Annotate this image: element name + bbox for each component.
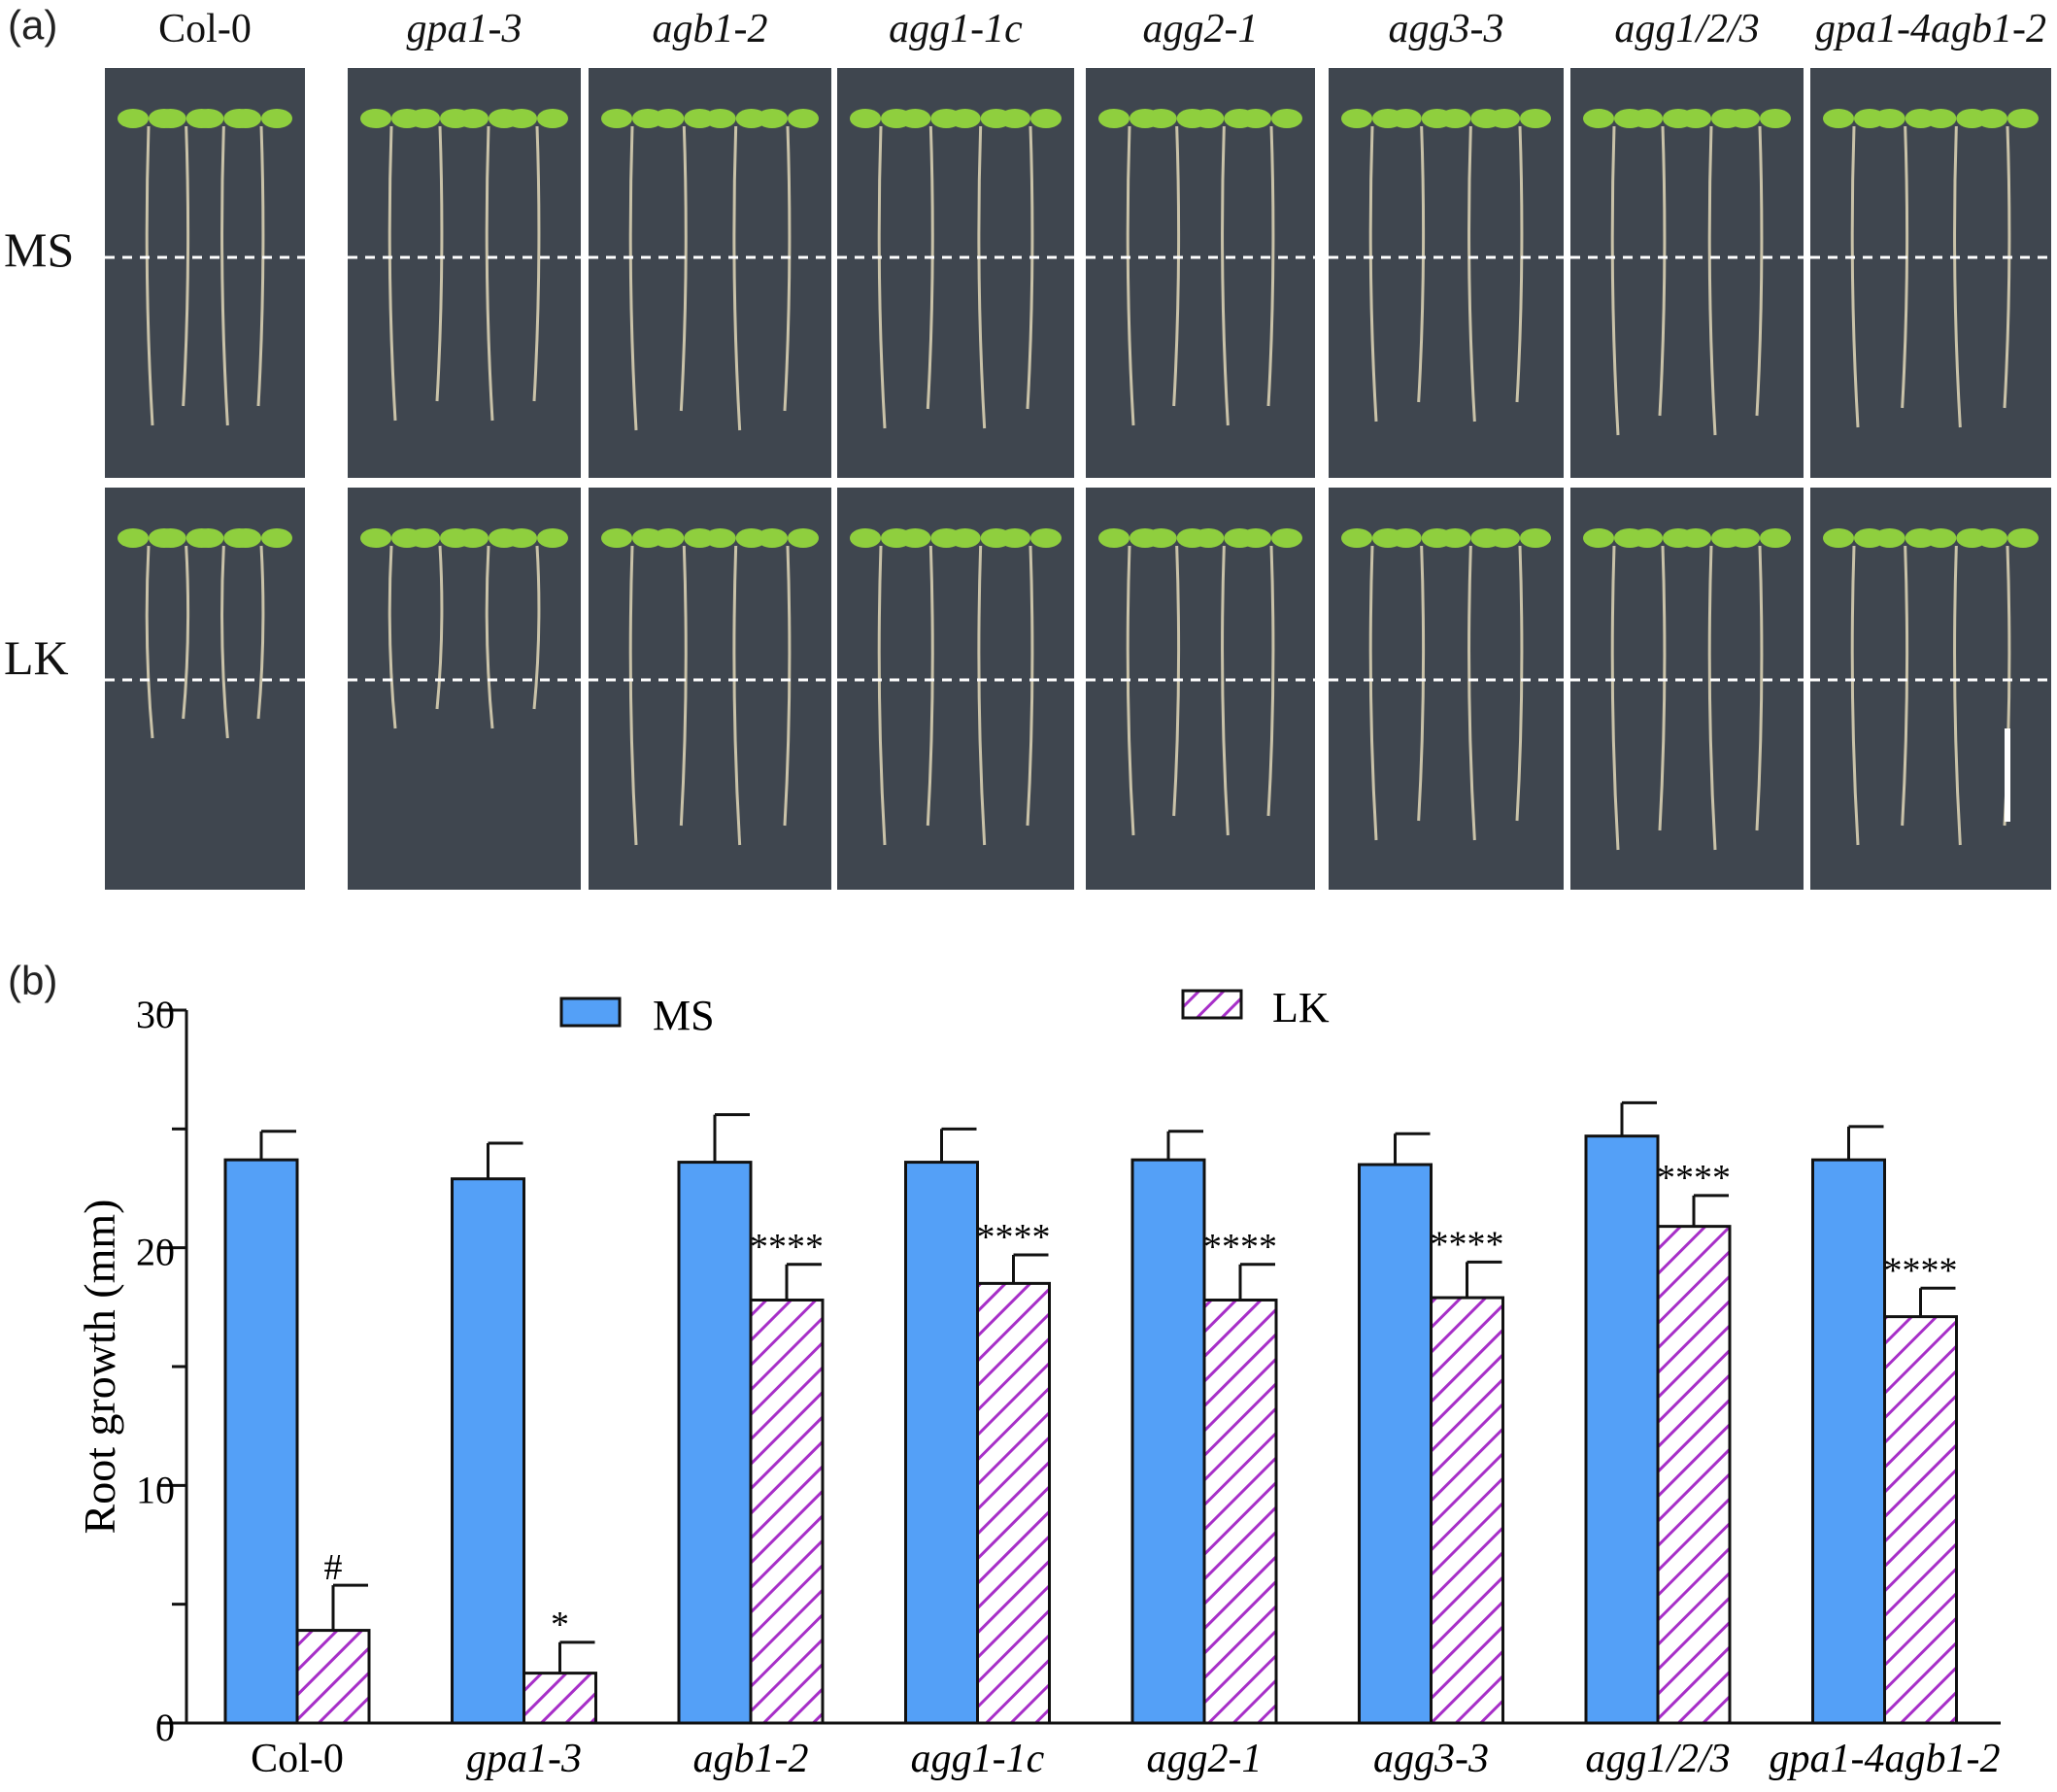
y-tick-label: 30 <box>136 993 175 1036</box>
root-growth-bar-chart: 0 10 20 30 Root growth (mm) # Col-0 * gpa1-3 ***… <box>75 984 2001 1781</box>
chart-bars: # Col-0 * gpa1-3 **** agb1-2 **** agg1-1c **** ag… <box>223 1100 2001 1781</box>
ms-bar <box>1811 1158 1886 1725</box>
seedling-plate-image <box>348 68 581 478</box>
significance-mark: **** <box>977 1217 1051 1258</box>
x-tick-label: agg2-1 <box>1147 1737 1263 1781</box>
chart-axes: 0 10 20 30 Root growth (mm) <box>75 993 2001 1749</box>
row-label-lk: LK <box>4 630 69 685</box>
x-tick-label: agg3-3 <box>1373 1737 1489 1781</box>
x-tick-label: gpa1-4agb1-2 <box>1770 1737 2001 1781</box>
lk-bar <box>295 1629 371 1725</box>
y-tick-label: 10 <box>136 1468 175 1511</box>
ms-bar <box>1584 1134 1660 1725</box>
significance-mark: **** <box>750 1227 824 1268</box>
genotype-header: agg1-1c <box>889 7 1023 51</box>
seedling-plate-image <box>1086 488 1315 890</box>
x-tick-label: agg1-1c <box>911 1737 1045 1781</box>
seedling-plate-image <box>589 488 831 890</box>
ms-bar <box>223 1158 299 1725</box>
genotype-header: gpa1-3 <box>406 7 523 51</box>
x-tick-label: Col-0 <box>251 1737 344 1781</box>
x-tick-label: agb1-2 <box>693 1737 809 1781</box>
significance-mark: **** <box>1203 1227 1277 1268</box>
ms-bar <box>904 1161 979 1725</box>
lk-bar <box>976 1281 1051 1725</box>
seedling-plate-image <box>1570 488 1804 890</box>
lk-bar <box>749 1298 825 1725</box>
row-label-ms: MS <box>4 222 75 277</box>
lk-bar <box>1883 1315 1958 1725</box>
seedling-plate-image <box>1329 68 1564 478</box>
significance-mark: * <box>551 1605 569 1645</box>
seedling-plate-image <box>837 488 1074 890</box>
genotype-header: agg1/2/3 <box>1614 7 1760 51</box>
ms-bar <box>677 1161 753 1725</box>
significance-mark: # <box>324 1547 343 1588</box>
seedling-plate-image <box>105 488 305 890</box>
y-axis-label: Root growth (mm) <box>75 1200 124 1535</box>
seedling-plate-image <box>837 68 1074 478</box>
genotype-header: agg3-3 <box>1388 7 1504 51</box>
y-tick-label: 20 <box>136 1231 175 1274</box>
seedling-plate-image <box>1810 68 2051 478</box>
x-tick-label: gpa1-3 <box>466 1737 582 1781</box>
legend-label-lk: LK <box>1272 984 1330 1031</box>
genotype-header: agg2-1 <box>1142 7 1259 51</box>
ms-bar <box>451 1177 525 1725</box>
seedling-plate-image <box>1570 68 1804 478</box>
lk-bar <box>1430 1296 1504 1725</box>
significance-mark: **** <box>1431 1224 1504 1265</box>
legend-label-ms: MS <box>653 992 715 1039</box>
legend-swatch-lk <box>1181 989 1243 1020</box>
seedling-plate-image <box>589 68 831 478</box>
lk-bar <box>1202 1298 1278 1725</box>
seedling-plate-image <box>1810 488 2051 890</box>
y-tick-label: 0 <box>155 1706 175 1749</box>
lk-bar <box>523 1672 597 1725</box>
genotype-header: Col-0 <box>158 7 252 51</box>
seedling-plate-image <box>1086 68 1315 478</box>
ms-bar <box>1130 1158 1206 1725</box>
legend-swatch-ms <box>559 997 622 1028</box>
seedling-plate-image <box>348 488 581 890</box>
lk-bar <box>1656 1225 1732 1725</box>
chart-legend: MS LK <box>559 984 1330 1039</box>
significance-mark: **** <box>1884 1250 1958 1291</box>
seedling-plate-image <box>105 68 305 478</box>
x-tick-label: agg1/2/3 <box>1585 1737 1730 1781</box>
genotype-header: agb1-2 <box>652 7 768 51</box>
seedling-photo-panel: MS LK Col-0 gpa1-3 agb1-2 agg1-1c agg2-1 agg3… <box>4 7 2051 890</box>
seedling-plate-image <box>1329 488 1564 890</box>
ms-bar <box>1358 1163 1433 1725</box>
significance-mark: **** <box>1657 1158 1731 1199</box>
panel-label-b: (b) <box>8 958 58 1003</box>
genotype-header: gpa1-4agb1-2 <box>1815 7 2046 51</box>
panel-label-a: (a) <box>8 2 58 48</box>
